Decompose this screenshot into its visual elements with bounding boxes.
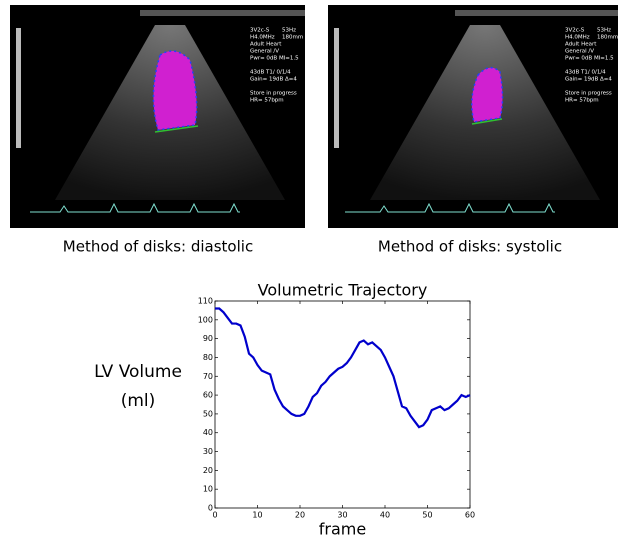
panel-caption: Method of disks: diastolic [63,238,253,256]
overlay-text: Adult Heart [565,42,597,48]
x-tick-label: 10 [252,511,262,520]
chart-title: Volumetric Trajectory [258,281,428,300]
overlay-text: Pwr= 0dB MI=1.5 [565,56,614,62]
x-tick-label: 0 [212,511,217,520]
overlay-text: 180mm [597,35,618,41]
y-tick-label: 80 [203,353,213,362]
overlay-text: Pwr= 0dB MI=1.5 [250,56,299,62]
overlay-text: H4.0MHz [565,35,590,41]
overlay-text: Store in progress [565,91,612,97]
ultrasound-panel [328,5,618,228]
y-tick-label: 70 [203,372,213,381]
overlay-text: General /V [250,49,279,55]
overlay-text: 3V2c-S [250,28,270,34]
y-tick-label: 40 [203,428,213,437]
x-axis-label: frame [319,520,366,539]
y-tick-label: 60 [203,391,213,400]
y-tick-label: 10 [203,485,213,494]
overlay-text: HR= 57bpm [250,98,284,104]
y-tick-label: 90 [203,334,213,343]
overlay-text: HR= 57bpm [565,98,599,104]
y-axis-label: (ml) [121,391,156,411]
overlay-text: 43dB T1/ 0/1/4 [250,70,291,76]
y-tick-label: 0 [208,504,213,513]
overlay-text: Store in progress [250,91,297,97]
overlay-text: 180mm [282,35,303,41]
y-tick-label: 110 [198,297,213,306]
x-tick-label: 50 [422,511,432,520]
overlay-text: General /V [565,49,594,55]
ultrasound-panel [10,5,305,228]
overlay-text: Gain= 19dB Δ=4 [250,77,297,83]
overlay-text: H4.0MHz [250,35,275,41]
overlay-text: 53Hz [597,28,611,34]
overlay-text: 53Hz [282,28,296,34]
plot-frame [214,300,471,509]
data-line [215,307,471,429]
overlay-text: Adult Heart [250,42,282,48]
overlay-text: 3V2c-S [565,28,585,34]
x-tick-label: 40 [380,511,390,520]
y-axis-label: LV Volume [94,362,182,382]
y-tick-label: 50 [203,409,213,418]
overlay-text: Gain= 19dB Δ=4 [565,77,612,83]
x-tick-label: 60 [465,511,475,520]
overlay-text: 43dB T1/ 0/1/4 [565,70,606,76]
x-tick-label: 20 [295,511,305,520]
y-tick-label: 20 [203,466,213,475]
x-tick-label: 30 [337,511,347,520]
y-tick-label: 30 [203,447,213,456]
panel-caption: Method of disks: systolic [378,238,562,256]
y-tick-label: 100 [198,315,213,324]
